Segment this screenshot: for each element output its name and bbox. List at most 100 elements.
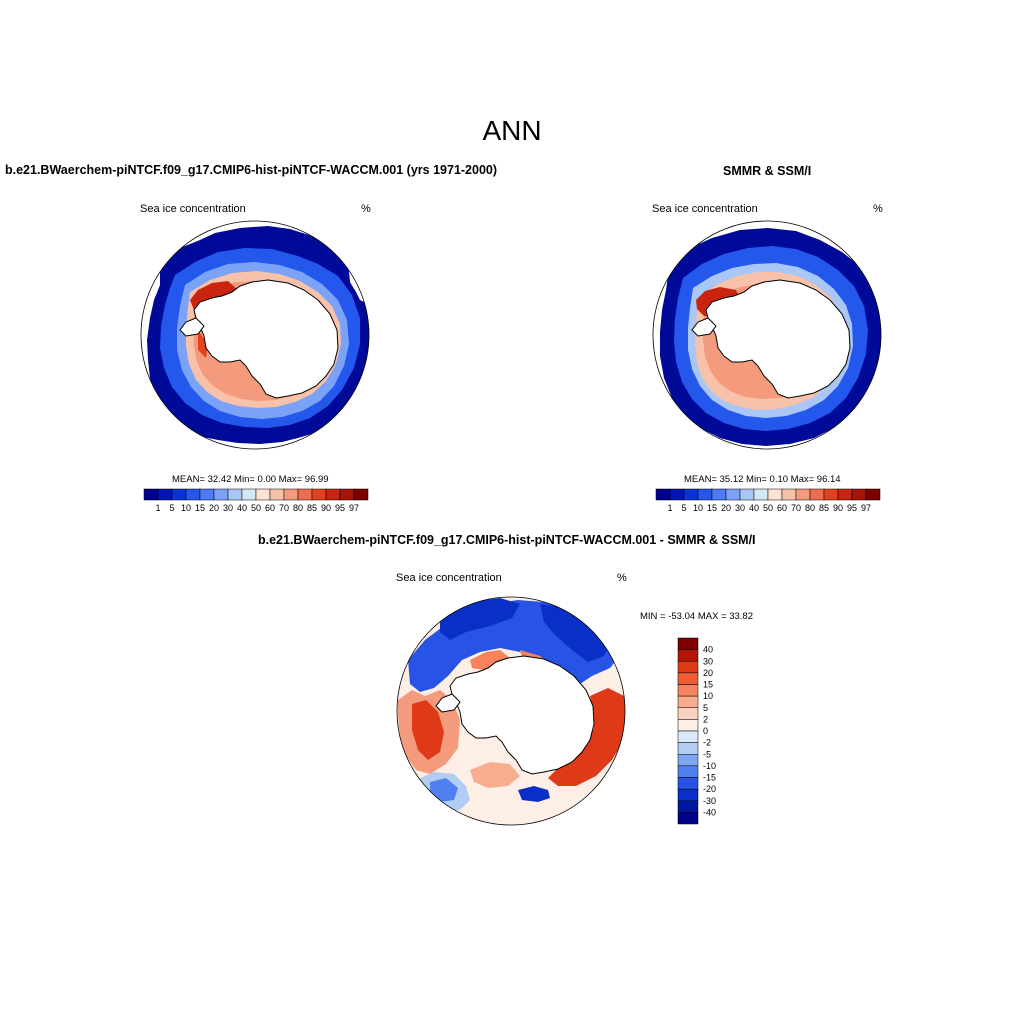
- colorbar-swatch: [677, 684, 699, 697]
- colorbar-tick-label: 5: [681, 503, 686, 513]
- colorbar-swatch: [339, 488, 355, 501]
- colorbar-tick-label: 90: [321, 503, 331, 513]
- colorbar-tick-label: 40: [749, 503, 759, 513]
- panel-3-title: b.e21.BWaerchem-piNTCF.f09_g17.CMIP6-his…: [258, 533, 756, 547]
- colorbar-swatch: [677, 661, 699, 674]
- colorbar-tick-label: 30: [703, 656, 713, 666]
- panel-3-stats: MIN = -53.04 MAX = 33.82: [640, 611, 754, 622]
- colorbar-swatch: [837, 488, 853, 501]
- colorbar-swatch: [143, 488, 159, 501]
- colorbar-tick-label: -5: [703, 749, 711, 759]
- colorbar-tick-label: 30: [223, 503, 233, 513]
- colorbar-tick-label: -10: [703, 761, 716, 771]
- colorbar-swatch: [753, 488, 769, 501]
- colorbar-swatch: [241, 488, 257, 501]
- colorbar-tick-label: 5: [169, 503, 174, 513]
- panel-1-units-label: %: [361, 203, 371, 215]
- colorbar-tick-label: 95: [335, 503, 345, 513]
- colorbar-swatch: [171, 488, 187, 501]
- colorbar-tick-label: 15: [195, 503, 205, 513]
- colorbar-swatch: [725, 488, 741, 501]
- panel-1-field-label: Sea ice concentration: [140, 203, 246, 215]
- colorbar-swatch: [677, 777, 699, 790]
- colorbar-swatch: [677, 649, 699, 662]
- colorbar-tick-label: 60: [265, 503, 275, 513]
- colorbar-tick-label: 70: [279, 503, 289, 513]
- antarctica-landmass: [179, 279, 851, 775]
- colorbar-swatch: [677, 637, 699, 650]
- colorbar-tick-label: 10: [693, 503, 703, 513]
- colorbar-tick-label: 20: [703, 668, 713, 678]
- colorbar-tick-label: 15: [707, 503, 717, 513]
- colorbar-tick-label: 95: [847, 503, 857, 513]
- colorbar-tick-label: 10: [703, 691, 713, 701]
- colorbar-swatch: [677, 672, 699, 685]
- colorbar-tick-label: 70: [791, 503, 801, 513]
- colorbar-tick-label: 80: [805, 503, 815, 513]
- panel-2-field-label: Sea ice concentration: [652, 203, 758, 215]
- colorbar-swatch: [311, 488, 327, 501]
- colorbar-tick-label: 50: [763, 503, 773, 513]
- colorbar-swatch: [739, 488, 755, 501]
- colorbar-swatch: [157, 488, 173, 501]
- panel-1-title: b.e21.BWaerchem-piNTCF.f09_g17.CMIP6-his…: [5, 163, 498, 177]
- colorbar-tick-label: -20: [703, 784, 716, 794]
- colorbar-tick-label: 15: [703, 680, 713, 690]
- panel-2-stats: MEAN= 35.12 Min= 0.10 Max= 96.14: [684, 474, 841, 485]
- colorbar-tick-label: 97: [349, 503, 359, 513]
- colorbar-swatch: [677, 800, 699, 813]
- map-borders: [140, 220, 882, 826]
- colorbar-swatch: [781, 488, 797, 501]
- colorbar-swatch: [227, 488, 243, 501]
- panel-3-field-label: Sea ice concentration: [396, 572, 502, 584]
- colorbar-swatch: [795, 488, 811, 501]
- colorbar-tick-label: 50: [251, 503, 261, 513]
- colorbar-swatch: [353, 488, 369, 501]
- colorbar-swatch: [185, 488, 201, 501]
- panel-2-colorbar: 1 5 10 15 20 30 40 50 60 70 80 85 90 95 97: [655, 488, 881, 513]
- colorbar-swatch: [655, 488, 671, 501]
- colorbar-tick-label: 97: [861, 503, 871, 513]
- colorbar-tick-label: 20: [209, 503, 219, 513]
- colorbar-tick-label: -30: [703, 796, 716, 806]
- colorbar-swatch: [677, 765, 699, 778]
- colorbar-swatch: [213, 488, 229, 501]
- colorbar-swatch: [677, 695, 699, 708]
- colorbar-swatch: [697, 488, 713, 501]
- colorbar-tick-label: 2: [703, 714, 708, 724]
- colorbar-swatch: [823, 488, 839, 501]
- colorbar-swatch: [767, 488, 783, 501]
- colorbar-tick-label: 90: [833, 503, 843, 513]
- colorbar-tick-label: 40: [703, 645, 713, 655]
- colorbar-swatch: [199, 488, 215, 501]
- colorbar-tick-label: -2: [703, 738, 711, 748]
- colorbar-swatch: [677, 812, 699, 825]
- colorbar-swatch: [683, 488, 699, 501]
- colorbar-tick-label: 1: [667, 503, 672, 513]
- colorbar-swatch: [677, 719, 699, 732]
- colorbar-tick-label: -15: [703, 773, 716, 783]
- panel-2-title: SMMR & SSM/I: [723, 164, 812, 178]
- panel-2-units-label: %: [873, 203, 883, 215]
- colorbar-tick-label: 85: [819, 503, 829, 513]
- panel-3-units-label: %: [617, 572, 627, 584]
- main-title: ANN: [482, 115, 542, 146]
- colorbar-swatch: [851, 488, 867, 501]
- colorbar-swatch: [297, 488, 313, 501]
- colorbar-swatch: [677, 788, 699, 801]
- colorbar-tick-label: 80: [293, 503, 303, 513]
- colorbar-swatch: [669, 488, 685, 501]
- colorbar-tick-label: 0: [703, 726, 708, 736]
- colorbar-swatch: [865, 488, 881, 501]
- colorbar-swatch: [677, 730, 699, 743]
- colorbar-swatch: [809, 488, 825, 501]
- colorbar-swatch: [677, 707, 699, 720]
- colorbar-tick-label: 30: [735, 503, 745, 513]
- colorbar-tick-label: -40: [703, 807, 716, 817]
- colorbar-swatch: [711, 488, 727, 501]
- colorbar-tick-label: 1: [155, 503, 160, 513]
- panel-1-stats: MEAN= 32.42 Min= 0.00 Max= 96.99: [172, 474, 329, 485]
- colorbar-swatch: [283, 488, 299, 501]
